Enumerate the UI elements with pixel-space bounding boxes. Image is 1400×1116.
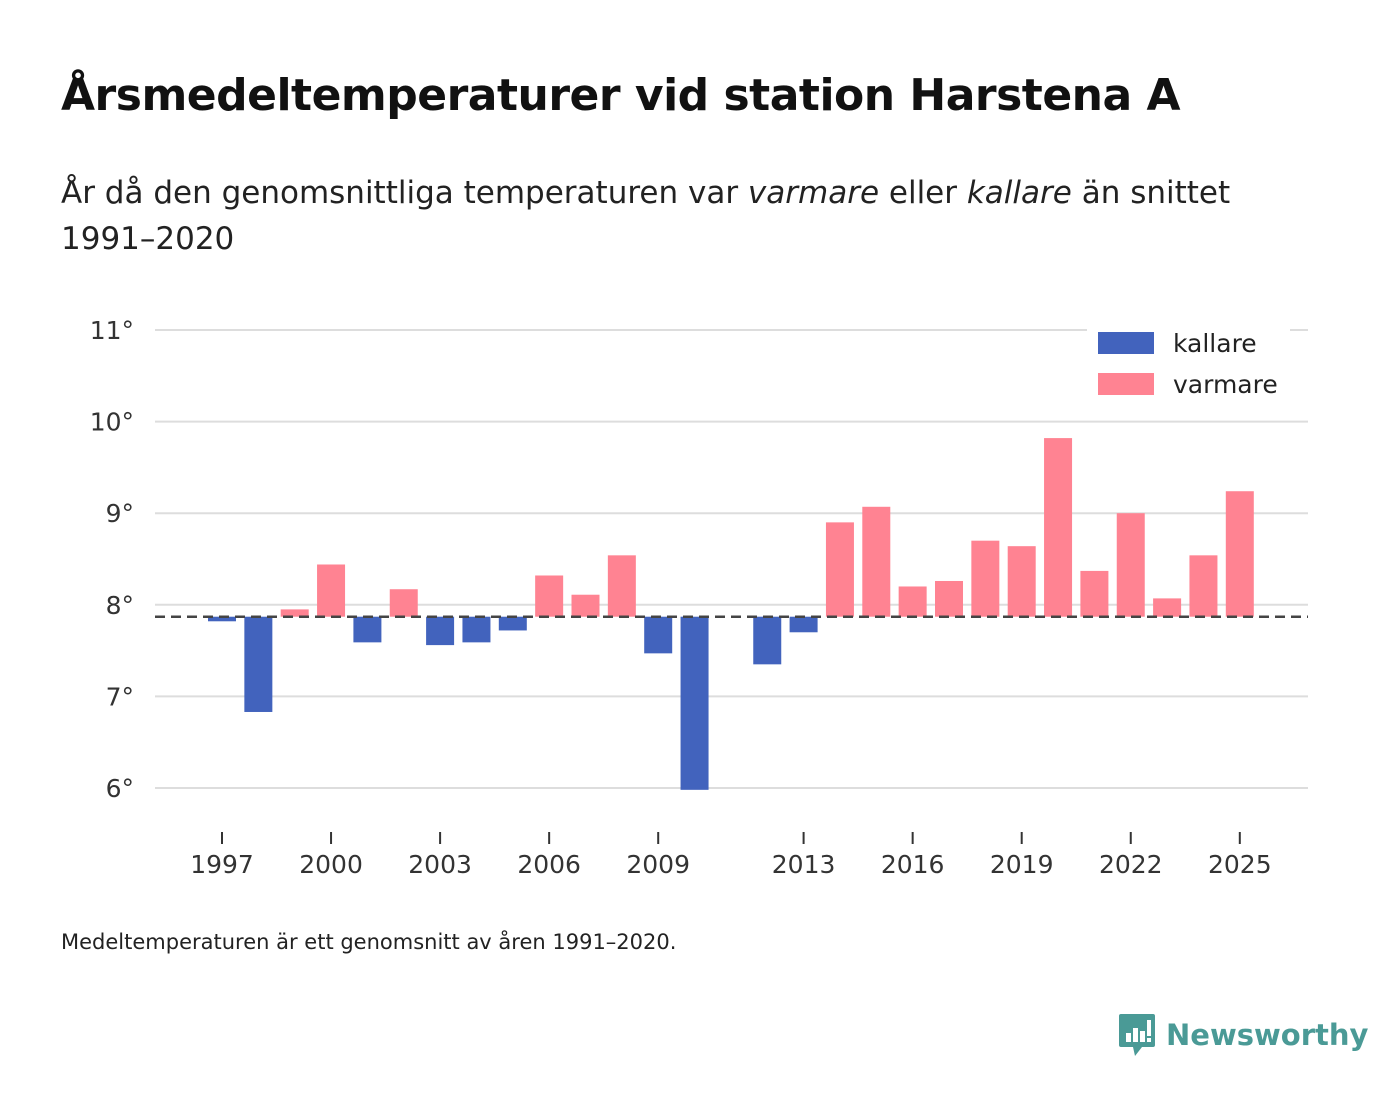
subtitle-text-1: År då den genomsnittliga temperaturen va… [61,175,748,211]
bar-1998-kallare [244,616,273,712]
newsworthy-logo-icon [1119,1014,1155,1056]
subtitle-colder-word: kallare [966,175,1072,211]
bar-2009-kallare [644,616,673,654]
x-tick-label: 2006 [517,850,581,879]
y-tick-label: 8° [106,591,134,620]
bar-2014-varmare [825,522,854,617]
legend-label-varmare: varmare [1173,370,1278,399]
y-tick-label: 6° [106,774,134,803]
x-tick-label: 2013 [772,850,836,879]
gridlines [155,329,1308,789]
y-tick-label: 10° [90,408,134,437]
bar-2024-varmare [1189,555,1218,617]
bar-2013-kallare [789,616,818,633]
bar-2001-kallare [353,616,382,643]
legend-label-kallare: kallare [1173,329,1257,358]
y-tick-label: 7° [106,682,134,711]
bar-2003-kallare [426,616,455,646]
bar-2006-varmare [535,575,564,617]
y-tick-label: 9° [106,499,134,528]
legend-swatch-kallare [1098,332,1154,354]
x-tick-label: 2022 [1099,850,1163,879]
brand-name: Newsworthy [1166,1018,1369,1052]
bar-2000-varmare [317,564,346,617]
bar-2012-kallare [753,616,782,665]
chart-subtitle: År då den genomsnittliga temperaturen va… [61,170,1301,262]
axes: 6° 7° 8° 9° 10° 11° 1997 2000 2003 2006 2009 2013 20… [90,316,1272,879]
legend: kallare varmare [1087,322,1290,414]
brand: Newsworthy [1118,1011,1368,1059]
x-tick-label: 2009 [626,850,690,879]
bars [208,438,1254,790]
x-tick-label: 2019 [990,850,1054,879]
x-tick-label: 2000 [299,850,363,879]
bar-2016-varmare [898,586,927,617]
subtitle-text-2: eller [879,175,967,211]
bar-2025-varmare [1225,491,1254,617]
bar-chart: 6° 7° 8° 9° 10° 11° 1997 2000 2003 2006 2009 2013 20… [90,316,1308,879]
subtitle-warmer-word: varmare [747,175,880,211]
bar-2021-varmare [1080,570,1109,617]
bar-2019-varmare [1007,546,1036,617]
bar-2005-kallare [498,616,527,631]
bar-2023-varmare [1153,598,1182,617]
footnote: Medeltemperaturen är ett genomsnitt av å… [61,930,677,954]
y-tick-label: 11° [90,316,134,345]
bar-2017-varmare [935,580,963,617]
chart-title: Årsmedeltemperaturer vid station Harsten… [61,70,1181,121]
bar-2018-varmare [971,540,1000,617]
x-tick-label: 2025 [1208,850,1272,879]
bar-2020-varmare [1044,438,1073,617]
bar-2008-varmare [607,555,636,617]
subtitle-text-3: än snittet 1991–2020 [61,175,1231,257]
bar-2002-varmare [389,589,418,617]
x-tick-label: 2003 [408,850,472,879]
legend-swatch-varmare [1098,373,1154,395]
bar-2015-varmare [862,506,891,617]
bar-2022-varmare [1116,513,1145,617]
bar-1997-kallare [208,616,236,622]
bar-1999-varmare [280,609,309,617]
bar-2010-kallare [680,616,709,790]
x-tick-label: 2016 [881,850,945,879]
x-tick-label: 1997 [190,850,254,879]
bar-2004-kallare [462,616,491,643]
bar-2007-varmare [571,594,600,617]
